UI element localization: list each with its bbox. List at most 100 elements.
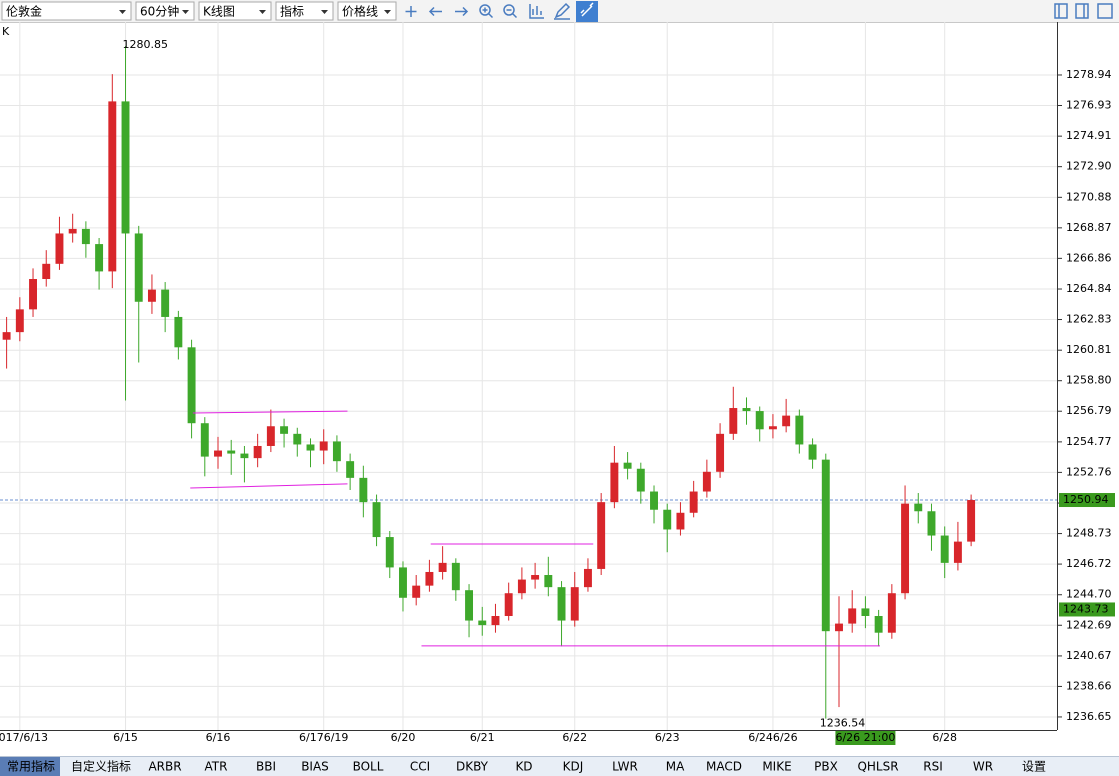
tab-label: 设置 bbox=[1022, 760, 1046, 774]
tab[interactable]: KD bbox=[515, 760, 532, 774]
tab[interactable]: PBX bbox=[814, 760, 838, 774]
y-tick-label: 1274.91 bbox=[1066, 129, 1112, 142]
y-tick-label: 1268.87 bbox=[1066, 221, 1112, 234]
layout-icon-3[interactable] bbox=[1097, 3, 1113, 19]
tab[interactable]: MACD bbox=[706, 760, 742, 774]
tab-label: KDJ bbox=[563, 760, 584, 774]
candle-body bbox=[2, 332, 11, 340]
dropdown[interactable]: 价格线 bbox=[337, 1, 397, 21]
tab[interactable]: BBI bbox=[256, 760, 276, 774]
candle-body bbox=[953, 541, 962, 563]
candle-body bbox=[253, 445, 262, 459]
tab[interactable]: WR bbox=[973, 760, 993, 774]
tab[interactable]: MA bbox=[666, 760, 685, 774]
y-tick-label: 1248.73 bbox=[1066, 527, 1112, 540]
tab[interactable]: BIAS bbox=[301, 760, 329, 774]
zoom-in-icon[interactable] bbox=[479, 4, 494, 19]
candle-body bbox=[346, 461, 355, 478]
zoom-out-icon[interactable] bbox=[503, 4, 518, 19]
tab-label: RSI bbox=[923, 760, 943, 774]
link-icon bbox=[580, 2, 594, 17]
candle-body bbox=[147, 289, 156, 302]
candle-body bbox=[504, 593, 513, 616]
y-tick-label: 1278.94 bbox=[1066, 68, 1112, 81]
toolbar-icons bbox=[405, 1, 1113, 22]
left-icon[interactable] bbox=[428, 6, 442, 17]
tab-label: MA bbox=[666, 760, 685, 774]
tab[interactable]: ARBR bbox=[148, 760, 181, 774]
layout-icon-2[interactable] bbox=[1075, 3, 1089, 19]
y-tick-label: 1244.70 bbox=[1066, 588, 1112, 601]
y-tick-label: 1236.65 bbox=[1066, 710, 1112, 723]
tab[interactable]: MIKE bbox=[762, 760, 791, 774]
price-tag-box bbox=[1059, 602, 1115, 617]
tab[interactable]: RSI bbox=[923, 760, 943, 774]
candle-body bbox=[742, 408, 751, 412]
y-axis: 1236.65 1238.66 1240.67 1242.69 1244.70 1246.… bbox=[0, 22, 1115, 745]
panel-label: K bbox=[2, 25, 10, 38]
candle-body bbox=[861, 608, 870, 616]
dropdown[interactable]: K线图 bbox=[198, 1, 272, 21]
candle-body bbox=[385, 537, 394, 568]
candle-body bbox=[319, 441, 328, 451]
tab[interactable]: DKBY bbox=[456, 760, 489, 774]
dropdown[interactable]: 指标 bbox=[275, 1, 334, 21]
candle-body bbox=[914, 503, 923, 512]
candle-body bbox=[650, 491, 658, 510]
x-tick-label: 6/20 bbox=[391, 731, 416, 744]
tab[interactable]: 设置 bbox=[1022, 760, 1046, 774]
tab[interactable]: 自定义指标 bbox=[71, 759, 131, 774]
candle-body bbox=[438, 562, 447, 572]
dropdown-label: 价格线 bbox=[342, 4, 378, 19]
candle-body bbox=[478, 620, 487, 626]
tab-label: 自定义指标 bbox=[71, 759, 131, 774]
candle-body bbox=[768, 426, 777, 430]
tab-label: CCI bbox=[410, 760, 430, 774]
candle-body bbox=[583, 568, 592, 588]
price-tag-box bbox=[1059, 493, 1115, 508]
candle-body bbox=[702, 471, 711, 492]
tab-label: ATR bbox=[205, 760, 228, 774]
candle-body bbox=[676, 512, 685, 530]
candle-body bbox=[597, 502, 606, 569]
tab[interactable]: LWR bbox=[612, 760, 638, 774]
candle-body bbox=[412, 585, 421, 598]
price-tag: 1243.73 bbox=[1063, 602, 1109, 615]
x-tick-label: 6/15 bbox=[113, 731, 138, 744]
y-tick-label: 1258.80 bbox=[1066, 374, 1112, 387]
dropdown[interactable]: 伦敦金 bbox=[1, 1, 132, 21]
tab[interactable]: ATR bbox=[205, 760, 228, 774]
crosshair-icon[interactable] bbox=[405, 6, 417, 17]
tab-label: KD bbox=[515, 760, 532, 774]
candle-body bbox=[517, 579, 526, 594]
right-icon[interactable] bbox=[455, 6, 469, 17]
candle-body bbox=[901, 503, 910, 594]
tab[interactable]: 常用指标 bbox=[0, 757, 60, 776]
candle-body bbox=[174, 316, 183, 348]
tab[interactable]: BOLL bbox=[353, 760, 384, 774]
tab[interactable]: QHLSR bbox=[857, 760, 898, 774]
tab-label: BBI bbox=[256, 760, 276, 774]
candle-body bbox=[332, 441, 341, 462]
tab-label: MACD bbox=[706, 760, 742, 774]
tab-label: PBX bbox=[814, 760, 838, 774]
candle-body bbox=[266, 426, 275, 446]
dropdown-arrow bbox=[384, 10, 391, 14]
candle-body bbox=[134, 233, 143, 302]
chart-icon[interactable] bbox=[529, 4, 544, 19]
tab[interactable]: KDJ bbox=[563, 760, 584, 774]
y-tick-label: 1256.79 bbox=[1066, 404, 1112, 417]
candle-body bbox=[782, 415, 791, 427]
pen-icon[interactable] bbox=[554, 2, 571, 20]
y-tick-label: 1276.93 bbox=[1066, 98, 1112, 111]
layout-icon-1[interactable] bbox=[1054, 3, 1068, 19]
tab-label: ARBR bbox=[148, 760, 181, 774]
y-tick-label: 1238.66 bbox=[1066, 679, 1112, 692]
tab[interactable]: CCI bbox=[410, 760, 430, 774]
candle-body bbox=[81, 228, 90, 245]
dropdown-box bbox=[275, 1, 334, 21]
price-tag: 1250.94 bbox=[1063, 493, 1109, 506]
dropdown[interactable]: 60分钟 bbox=[135, 1, 195, 21]
